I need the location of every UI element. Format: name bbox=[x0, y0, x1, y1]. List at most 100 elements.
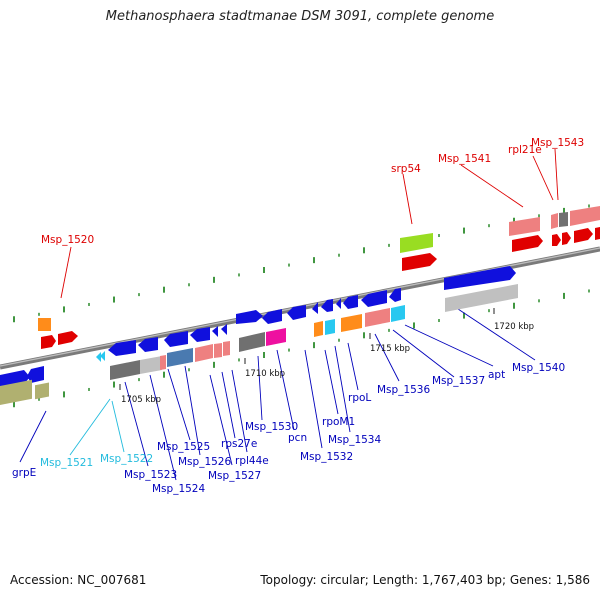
gene-block-rpl21e bbox=[559, 212, 568, 227]
gene-block-Msp_1536 bbox=[365, 308, 390, 327]
leader-rpoM1 bbox=[324, 349, 339, 415]
gene-arrow-apt bbox=[389, 288, 401, 302]
gene-arrow-Msp_1536 bbox=[343, 295, 358, 309]
gene-block-Msp_1534 bbox=[325, 319, 335, 335]
label-Msp_1537[interactable]: Msp_1537 bbox=[432, 375, 485, 387]
label-Msp_1530[interactable]: Msp_1530 bbox=[245, 421, 298, 433]
leader-Msp_1541 bbox=[460, 164, 524, 208]
label-srp54[interactable]: srp54 bbox=[391, 163, 421, 175]
gene-arrow-Msp_1537 bbox=[361, 290, 387, 307]
gene-labels: grpE Msp_1521 Msp_1522 Msp_1523 Msp_1524… bbox=[12, 137, 584, 495]
gene-block-Msp_1525 bbox=[167, 348, 193, 367]
gene-block-Msp_1527 bbox=[195, 344, 213, 362]
genome-summary-text: Topology: circular; Length: 1,767,403 bp… bbox=[260, 573, 590, 587]
gene-arrow-Msp_1526 bbox=[190, 327, 210, 342]
leader-Msp_1543 bbox=[554, 148, 559, 201]
upper-dotted-track bbox=[13, 204, 590, 323]
gene-arrow-rpl21e-b bbox=[562, 232, 571, 245]
label-Msp_1527[interactable]: Msp_1527 bbox=[208, 470, 261, 482]
label-Msp_1524[interactable]: Msp_1524 bbox=[152, 483, 205, 495]
gene-block-rps27e bbox=[214, 343, 222, 358]
leader-lines bbox=[19, 148, 559, 481]
gene-block-srp54 bbox=[400, 233, 433, 253]
label-apt[interactable]: apt bbox=[488, 369, 505, 381]
label-rpl21e[interactable]: rpl21e bbox=[508, 144, 542, 156]
label-Msp_1536[interactable]: Msp_1536 bbox=[377, 384, 430, 396]
leader-rpl44e bbox=[231, 369, 248, 453]
label-Msp_1543[interactable]: Msp_1543 bbox=[531, 137, 584, 149]
forward-strand-genes bbox=[38, 206, 600, 349]
gene-arrow-rpl44e bbox=[221, 324, 227, 335]
gene-block-Msp_1537 bbox=[391, 305, 405, 322]
label-Msp_1523[interactable]: Msp_1523 bbox=[124, 469, 177, 481]
leader-grpE bbox=[19, 410, 47, 463]
label-Msp_1520[interactable]: Msp_1520 bbox=[41, 234, 94, 246]
gene-block-rpoM1 bbox=[314, 321, 323, 337]
gene-arrow-Msp_1541 bbox=[512, 235, 543, 252]
gene-arrow-Msp_1524 bbox=[138, 337, 158, 352]
leader-Msp_1521 bbox=[69, 398, 111, 456]
accession-text: Accession: NC_007681 bbox=[10, 573, 147, 587]
gene-arrow-Msp_1525 bbox=[164, 331, 188, 347]
tick-label-1705: 1705 kbp bbox=[121, 395, 161, 405]
gene-arrow-srp54 bbox=[402, 253, 437, 271]
leader-apt bbox=[404, 324, 494, 367]
gene-arrow-Msp_1543-b bbox=[595, 227, 600, 240]
label-Msp_1521[interactable]: Msp_1521 bbox=[40, 457, 93, 469]
gene-arrow-pcn bbox=[262, 309, 282, 324]
label-Msp_1541[interactable]: Msp_1541 bbox=[438, 153, 491, 165]
axis-ticks: 1705 kbp 1710 kbp 1715 kbp 1720 kbp bbox=[119, 308, 534, 405]
tick-label-1710: 1710 kbp bbox=[245, 369, 285, 379]
leader-Msp_1526 bbox=[184, 365, 201, 456]
leader-Msp_1522 bbox=[111, 400, 125, 453]
label-Msp_1534[interactable]: Msp_1534 bbox=[328, 434, 381, 446]
label-Msp_1526[interactable]: Msp_1526 bbox=[178, 456, 231, 468]
label-rpl44e[interactable]: rpl44e bbox=[235, 455, 269, 467]
leader-Msp_1527 bbox=[209, 374, 233, 466]
leader-Msp_1540 bbox=[454, 306, 536, 361]
gene-arrow-rps27e bbox=[212, 326, 218, 337]
label-Msp_1540[interactable]: Msp_1540 bbox=[512, 362, 565, 374]
leader-Msp_1536 bbox=[374, 333, 400, 382]
label-rps27e[interactable]: rps27e bbox=[221, 438, 257, 450]
leader-Msp_1524 bbox=[149, 374, 177, 481]
label-Msp_1522[interactable]: Msp_1522 bbox=[100, 453, 153, 465]
gene-arrow-Msp_1521 bbox=[96, 352, 101, 362]
leader-pcn bbox=[276, 349, 295, 431]
label-rpoL[interactable]: rpoL bbox=[348, 392, 371, 404]
leader-Msp_1534 bbox=[334, 345, 351, 433]
leader-Msp_1523 bbox=[124, 381, 149, 467]
gene-block-Msp_1540 bbox=[445, 284, 518, 312]
gene-block-small-pink bbox=[160, 355, 166, 370]
gene-arrow-rpoL bbox=[336, 298, 341, 309]
genome-title: Methanosphaera stadtmanae DSM 3091, comp… bbox=[105, 9, 495, 24]
gene-block-Msp_1520-orange bbox=[38, 318, 51, 331]
leader-Msp_1525 bbox=[167, 368, 191, 441]
leader-Msp_1530 bbox=[257, 355, 263, 421]
label-grpE[interactable]: grpE bbox=[12, 467, 36, 479]
leader-srp54 bbox=[402, 173, 413, 225]
gene-arrow-rpl21e-a bbox=[552, 234, 561, 246]
tick-label-1720: 1720 kbp bbox=[494, 322, 534, 332]
gene-block-Msp_1524 bbox=[140, 356, 162, 374]
label-Msp_1532[interactable]: Msp_1532 bbox=[300, 451, 353, 463]
label-rpoM1[interactable]: rpoM1 bbox=[322, 416, 355, 428]
gene-arrow-Msp_1534 bbox=[321, 299, 333, 312]
gene-block-rpoL bbox=[341, 314, 362, 332]
label-pcn[interactable]: pcn bbox=[288, 432, 307, 444]
reverse-strand-genes bbox=[0, 266, 518, 405]
leader-rpl21e bbox=[532, 155, 554, 201]
leader-Msp_1532 bbox=[304, 349, 323, 449]
gene-arrow-Msp_1532 bbox=[287, 305, 306, 320]
gene-arrow-Msp_1520-a bbox=[41, 335, 56, 349]
gene-arrow-Msp_1540 bbox=[444, 266, 516, 290]
leader-rps27e bbox=[221, 371, 236, 439]
gene-arrow-Msp_1543 bbox=[574, 228, 593, 243]
leader-Msp_1537 bbox=[392, 329, 455, 378]
gene-block-pcn bbox=[266, 328, 286, 346]
gene-block-Msp_1530 bbox=[239, 332, 265, 352]
label-Msp_1525[interactable]: Msp_1525 bbox=[157, 441, 210, 453]
gene-arrow-rpoM1 bbox=[312, 302, 318, 314]
gene-block-rpl44e bbox=[223, 341, 230, 356]
